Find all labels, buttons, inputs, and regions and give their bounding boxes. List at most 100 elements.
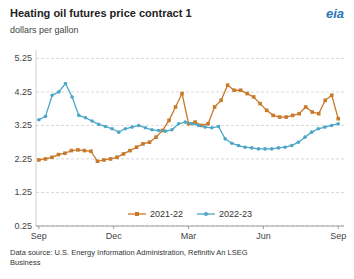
point bbox=[76, 148, 80, 152]
point bbox=[137, 124, 141, 128]
point bbox=[141, 142, 145, 146]
x-tick-label: Mar bbox=[181, 231, 197, 241]
point bbox=[210, 126, 214, 130]
point bbox=[109, 157, 113, 161]
point bbox=[232, 88, 236, 92]
point bbox=[239, 88, 243, 92]
y-tick-label: 5.25 bbox=[14, 53, 32, 63]
legend: 2021-222022-23 bbox=[128, 209, 252, 219]
point bbox=[104, 125, 108, 129]
point bbox=[115, 155, 119, 159]
grid-line bbox=[36, 192, 344, 193]
point bbox=[84, 116, 88, 120]
point bbox=[252, 95, 256, 99]
point bbox=[157, 129, 161, 133]
point bbox=[50, 155, 54, 159]
x-tick-label: Dec bbox=[106, 231, 123, 241]
point bbox=[297, 112, 301, 116]
point bbox=[180, 92, 184, 96]
point bbox=[37, 158, 41, 162]
point bbox=[336, 117, 340, 121]
point bbox=[257, 147, 261, 151]
legend-marker bbox=[135, 212, 139, 216]
point bbox=[135, 145, 139, 149]
point bbox=[330, 124, 334, 128]
point bbox=[150, 128, 154, 132]
point bbox=[83, 149, 87, 153]
x-tick-label: Sep bbox=[31, 231, 47, 241]
point bbox=[277, 146, 281, 150]
y-tick-label: 4.25 bbox=[14, 87, 32, 97]
legend-label: 2021-22 bbox=[150, 209, 183, 219]
point bbox=[44, 115, 48, 119]
point bbox=[230, 141, 234, 145]
point bbox=[64, 82, 68, 86]
point bbox=[304, 105, 308, 109]
point bbox=[250, 146, 254, 150]
point bbox=[170, 128, 174, 132]
point bbox=[117, 130, 121, 134]
point bbox=[70, 149, 74, 153]
point bbox=[270, 147, 274, 151]
point bbox=[96, 159, 100, 163]
point bbox=[144, 126, 148, 130]
point bbox=[213, 105, 217, 109]
title: Heating oil futures price contract 1 bbox=[10, 7, 192, 19]
x-tick-label: Jun bbox=[256, 231, 271, 241]
footer: Data source: U.S. Energy Information Adm… bbox=[10, 248, 248, 267]
point bbox=[226, 83, 230, 87]
point bbox=[271, 114, 275, 118]
point bbox=[110, 127, 114, 131]
point bbox=[102, 158, 106, 162]
point bbox=[323, 98, 327, 102]
grid-line bbox=[36, 158, 344, 159]
point bbox=[323, 125, 327, 129]
point bbox=[90, 119, 94, 123]
x-tick-label: Sep bbox=[330, 231, 346, 241]
grid-line bbox=[36, 226, 344, 227]
point bbox=[148, 140, 152, 144]
point bbox=[336, 122, 340, 126]
point bbox=[284, 115, 288, 119]
point bbox=[206, 122, 210, 126]
point bbox=[217, 125, 221, 129]
point bbox=[243, 145, 247, 149]
point bbox=[154, 135, 158, 139]
point bbox=[57, 153, 61, 157]
point bbox=[70, 95, 74, 99]
y-axis-line bbox=[36, 50, 37, 226]
point bbox=[44, 157, 48, 161]
y-tick-label: 0.25 bbox=[14, 221, 32, 231]
plot-area bbox=[37, 82, 340, 163]
point bbox=[130, 125, 134, 129]
point bbox=[37, 118, 41, 122]
point bbox=[290, 144, 294, 148]
point bbox=[197, 124, 201, 128]
point bbox=[77, 114, 81, 118]
grid-line bbox=[36, 91, 344, 92]
point bbox=[303, 135, 307, 139]
x-tick bbox=[338, 226, 339, 229]
point bbox=[245, 92, 249, 96]
point bbox=[310, 110, 314, 114]
subtitle: dollars per gallon bbox=[10, 25, 79, 35]
point bbox=[124, 127, 128, 131]
x-tick bbox=[263, 226, 264, 229]
point bbox=[258, 102, 262, 106]
x-tick bbox=[188, 226, 189, 229]
x-tick bbox=[113, 226, 114, 229]
legend-marker bbox=[204, 212, 208, 216]
y-tick-label: 2.25 bbox=[14, 154, 32, 164]
series bbox=[37, 83, 340, 163]
point bbox=[193, 120, 197, 124]
y-tick-label: 3.25 bbox=[14, 120, 32, 130]
point bbox=[177, 122, 181, 126]
line bbox=[39, 84, 338, 149]
grid bbox=[36, 58, 344, 226]
point bbox=[63, 151, 67, 155]
point bbox=[283, 145, 287, 149]
point bbox=[223, 137, 227, 141]
point bbox=[167, 119, 171, 123]
logo: eia bbox=[326, 6, 344, 21]
point bbox=[89, 149, 93, 153]
